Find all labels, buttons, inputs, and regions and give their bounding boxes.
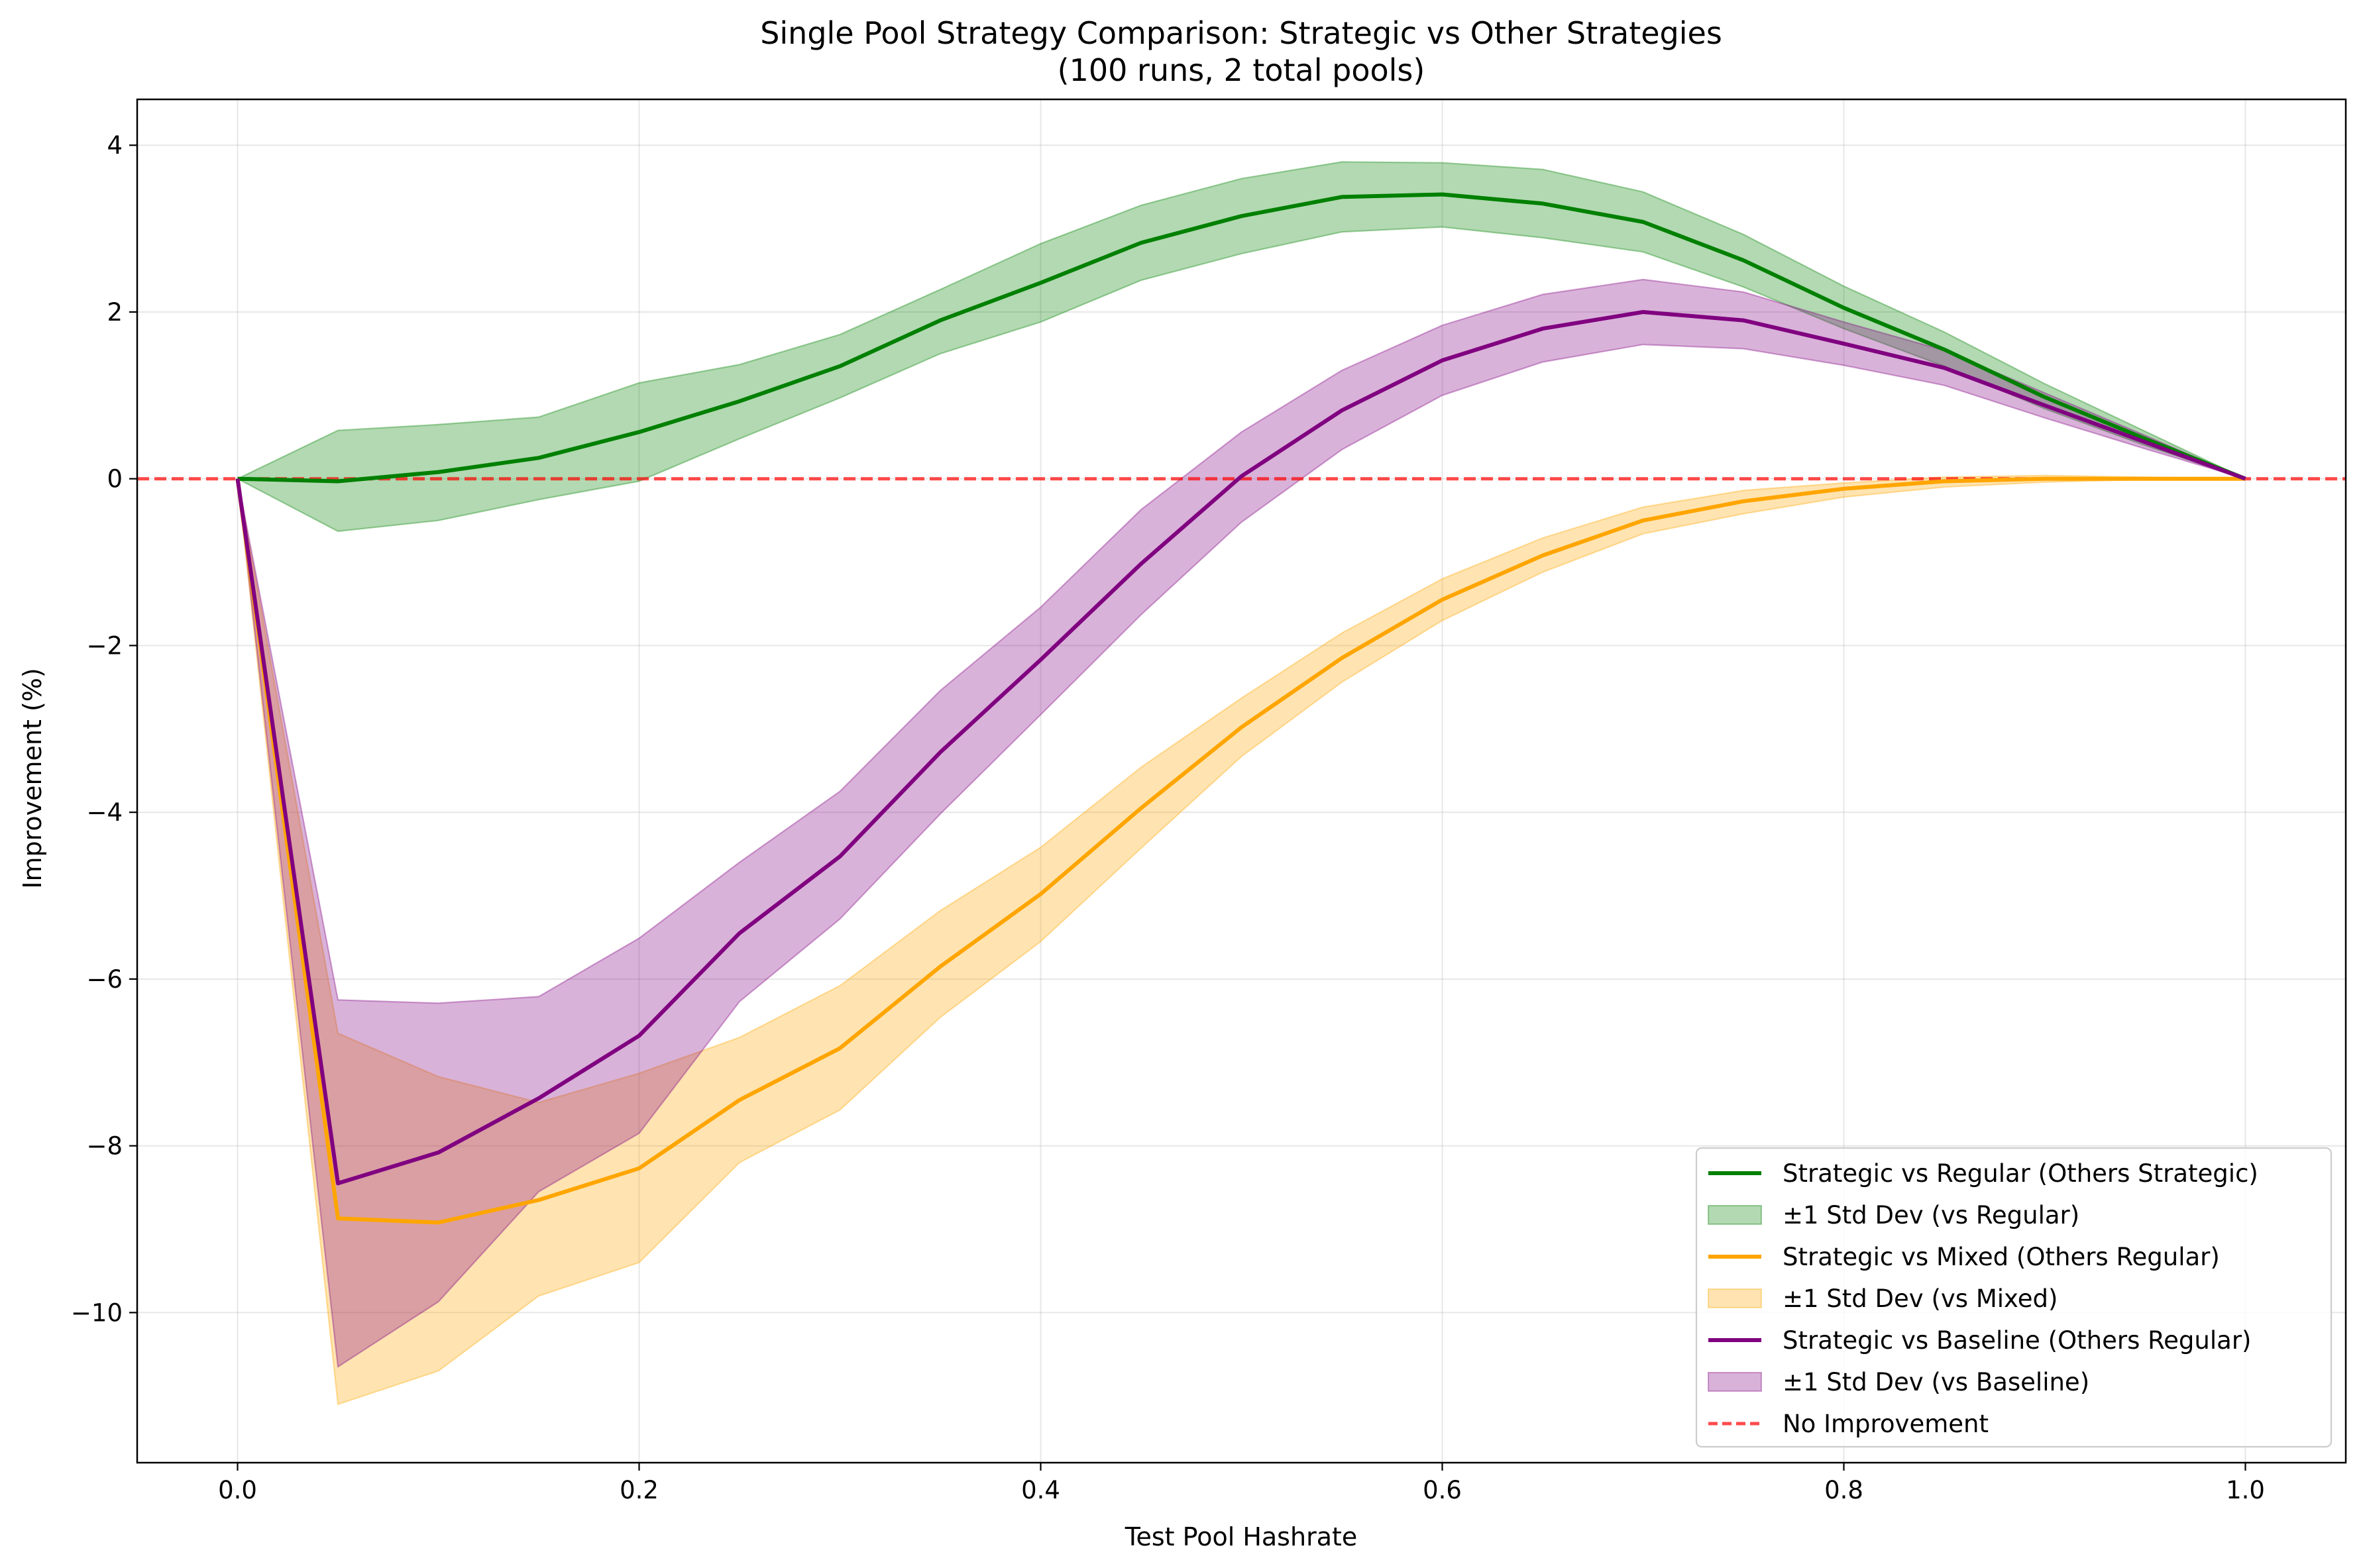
legend-band-swatch	[1708, 1205, 1762, 1225]
y-tick-label: −8	[86, 1132, 123, 1161]
y-tick-label: −2	[86, 631, 123, 660]
chart-title: Single Pool Strategy Comparison: Strateg…	[760, 15, 1722, 51]
legend-label: ±1 Std Dev (vs Baseline)	[1783, 1368, 2089, 1396]
plot-frame	[136, 98, 2347, 1464]
y-axis-label: Improvement (%)	[18, 668, 47, 888]
x-axis-ticks: 0.0 0.2 0.4 0.6 0.8 1.0	[218, 1463, 2265, 1504]
y-tick-label: −10	[71, 1298, 123, 1327]
legend-band-swatch	[1708, 1372, 1762, 1392]
x-axis-label: Test Pool Hashrate	[1125, 1522, 1358, 1551]
x-tick-label: 1.0	[2226, 1476, 2265, 1504]
legend: Strategic vs Regular (Others Strategic) ±…	[1695, 1147, 2333, 1448]
x-tick-label: 0.6	[1423, 1476, 1462, 1504]
legend-band-swatch	[1708, 1288, 1762, 1308]
legend-label: Strategic vs Regular (Others Strategic)	[1783, 1159, 2258, 1188]
chart-subtitle: (100 runs, 2 total pools)	[1058, 52, 1425, 88]
y-tick-label: −6	[86, 965, 123, 994]
x-tick-label: 0.2	[620, 1476, 659, 1504]
legend-label: ±1 Std Dev (vs Regular)	[1783, 1201, 2079, 1229]
legend-label: Strategic vs Mixed (Others Regular)	[1783, 1243, 2220, 1271]
series-line-1	[235, 476, 2246, 1225]
series-line-0	[237, 192, 2246, 484]
y-tick-label: −4	[86, 798, 123, 827]
y-axis-ticks: 4 2 0 −2 −4 −6 −8 −10	[71, 131, 137, 1327]
legend-label: Strategic vs Baseline (Others Regular)	[1783, 1326, 2251, 1355]
legend-label: No Improvement	[1783, 1410, 1989, 1438]
y-tick-label: 0	[107, 465, 123, 494]
std-dev-bands	[236, 161, 2246, 1406]
x-tick-label: 0.8	[1824, 1476, 1863, 1504]
legend-label: ±1 Std Dev (vs Mixed)	[1783, 1284, 2058, 1313]
x-tick-label: 0.0	[218, 1476, 257, 1504]
x-tick-label: 0.4	[1021, 1476, 1060, 1504]
series-line-2	[235, 310, 2246, 1186]
legend-box	[1695, 1147, 2333, 1448]
y-tick-label: 2	[107, 298, 123, 327]
series-lines	[235, 192, 2246, 1225]
y-tick-label: 4	[107, 131, 123, 160]
